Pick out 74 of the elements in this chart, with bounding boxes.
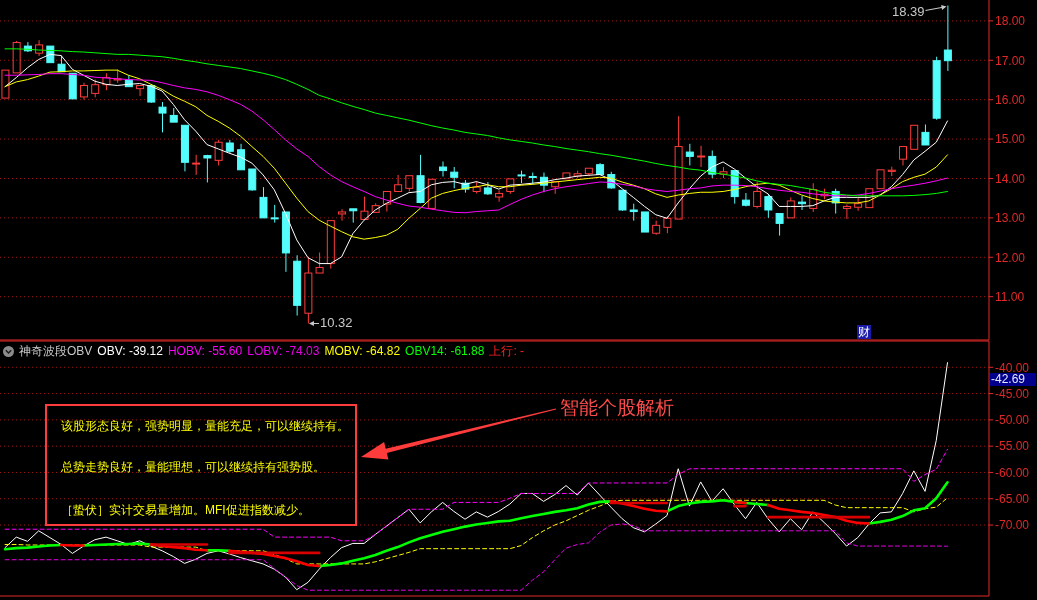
candlestick <box>798 195 807 211</box>
text: HOBV: -55.60 <box>167 343 243 359</box>
line-series <box>4 53 948 265</box>
y-tick-label: -40.00 <box>995 360 1030 375</box>
candlestick <box>943 5 952 72</box>
y-tick-label: 16.00 <box>995 92 1026 107</box>
annotation: 财 <box>857 325 871 339</box>
candlestick <box>584 167 593 177</box>
candlestick <box>910 124 919 150</box>
y-tick-label: -65.00 <box>995 491 1030 506</box>
candlestick <box>685 143 694 166</box>
candlestick <box>360 196 369 220</box>
candlestick <box>506 178 515 195</box>
y-tick-label: 14.00 <box>995 171 1026 186</box>
candlestick <box>876 169 885 190</box>
candlestick <box>865 188 874 209</box>
candlestick <box>674 115 683 220</box>
candlestick <box>618 189 627 212</box>
y-tick-label: 11.00 <box>995 289 1025 304</box>
annotation: 18.39 <box>891 3 925 20</box>
candlestick <box>753 181 762 209</box>
annotation: 智能个股解析 <box>560 396 674 420</box>
candlestick <box>326 220 335 270</box>
candlestick <box>775 213 784 237</box>
text: OBV: -39.12 <box>97 343 163 359</box>
candlestick <box>439 161 447 177</box>
candlestick <box>842 203 851 220</box>
candlestick <box>136 84 145 97</box>
legend-title: 神奇波段OBV <box>19 343 93 359</box>
line-series <box>4 362 948 591</box>
candlestick <box>640 211 649 233</box>
y-tick-label: 17.00 <box>995 53 1026 68</box>
y-tick-label: -60.00 <box>995 465 1030 480</box>
candlestick <box>562 172 571 180</box>
candlestick <box>158 101 167 133</box>
text: -42.69 <box>990 372 1036 386</box>
y-tick-label: 13.00 <box>995 211 1026 226</box>
candlestick <box>764 193 773 219</box>
y-tick-label: -50.00 <box>995 413 1030 428</box>
y-tick-label: 12.00 <box>995 250 1026 265</box>
candlestick <box>35 39 44 57</box>
annotation: 该股形态良好，强势明显，量能充足，可以继续持有。 <box>61 418 349 434</box>
candlestick <box>427 178 436 209</box>
candlestick <box>1 69 10 99</box>
candlestick <box>921 124 930 146</box>
candlestick <box>899 146 907 166</box>
annotation: 上行: - <box>489 343 525 359</box>
candlestick <box>697 145 706 168</box>
y-tick-label: -55.00 <box>995 439 1030 454</box>
candlestick <box>495 189 504 203</box>
text: OBV14: -61.88 <box>405 343 485 359</box>
annotation: ［蛰伏］实计交易量增加。MFI促进指数减少。 <box>61 502 310 518</box>
candlestick <box>741 192 750 207</box>
candlestick <box>371 202 380 213</box>
y-tick-label: 18.00 <box>995 14 1026 29</box>
candlestick <box>237 143 246 171</box>
candlestick <box>203 154 212 183</box>
text: LOBV: -74.03 <box>247 343 320 359</box>
candlestick <box>382 190 391 213</box>
candlestick <box>394 174 403 192</box>
annotation: 总势走势良好，量能理想，可以继续持有强势股。 <box>61 459 325 475</box>
candlestick <box>79 82 88 101</box>
candlestick <box>248 168 257 192</box>
annotation: 10.32 <box>319 315 353 332</box>
line-series <box>4 523 948 591</box>
y-tick-label: 15.00 <box>995 132 1026 147</box>
line-series <box>4 448 948 542</box>
candlestick <box>338 208 347 222</box>
candlestick <box>259 186 268 219</box>
candlestick <box>854 196 863 212</box>
text: MOBV: -64.82 <box>324 343 401 359</box>
candlestick <box>450 166 459 189</box>
y-tick-label: -45.00 <box>995 386 1030 401</box>
y-tick-label: -70.00 <box>995 518 1030 533</box>
